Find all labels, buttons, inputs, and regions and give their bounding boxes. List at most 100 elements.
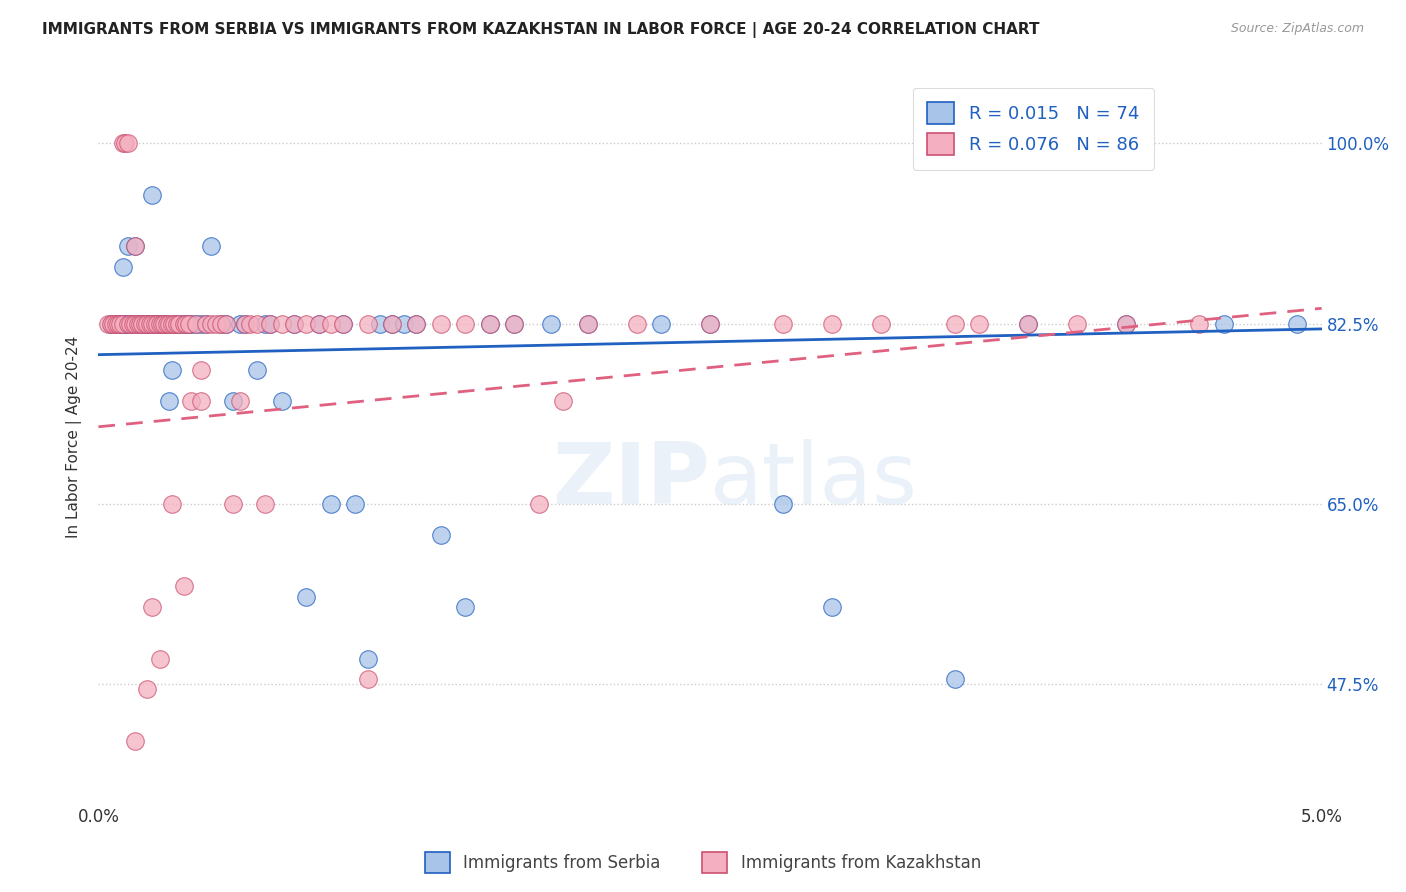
Point — [160, 363, 183, 377]
Point — [111, 317, 134, 331]
Point — [699, 317, 721, 331]
Point — [111, 136, 134, 151]
Point — [233, 317, 256, 331]
Point — [150, 317, 173, 331]
Point — [283, 317, 305, 331]
Point — [200, 317, 222, 331]
Point — [222, 497, 245, 511]
Point — [209, 317, 232, 331]
Point — [540, 317, 562, 331]
Point — [157, 394, 180, 409]
Point — [163, 317, 186, 331]
Point — [127, 317, 149, 331]
Point — [110, 317, 132, 331]
Y-axis label: In Labor Force | Age 20-24: In Labor Force | Age 20-24 — [66, 336, 83, 538]
Point — [136, 682, 159, 697]
Point — [167, 317, 190, 331]
Point — [503, 317, 526, 331]
Point — [195, 317, 218, 331]
Point — [381, 317, 404, 331]
Point — [392, 317, 416, 331]
Point — [381, 317, 404, 331]
Point — [222, 394, 245, 409]
Point — [153, 317, 176, 331]
Point — [177, 317, 200, 331]
Point — [319, 317, 342, 331]
Point — [821, 600, 844, 615]
Point — [650, 317, 672, 331]
Point — [166, 317, 188, 331]
Point — [503, 317, 526, 331]
Point — [104, 317, 127, 331]
Point — [141, 317, 163, 331]
Text: Source: ZipAtlas.com: Source: ZipAtlas.com — [1230, 22, 1364, 36]
Point — [157, 317, 180, 331]
Legend: Immigrants from Serbia, Immigrants from Kazakhstan: Immigrants from Serbia, Immigrants from … — [419, 846, 987, 880]
Point — [576, 317, 599, 331]
Point — [190, 394, 212, 409]
Point — [405, 317, 427, 331]
Point — [186, 317, 208, 331]
Point — [229, 317, 252, 331]
Point — [124, 317, 146, 331]
Point — [139, 317, 162, 331]
Point — [114, 317, 136, 331]
Legend: R = 0.015   N = 74, R = 0.076   N = 86: R = 0.015 N = 74, R = 0.076 N = 86 — [912, 87, 1153, 169]
Point — [430, 317, 453, 331]
Point — [214, 317, 236, 331]
Point — [319, 497, 342, 511]
Point — [772, 497, 794, 511]
Point — [259, 317, 281, 331]
Point — [478, 317, 501, 331]
Point — [176, 317, 198, 331]
Point — [107, 317, 129, 331]
Point — [121, 317, 143, 331]
Point — [107, 317, 129, 331]
Point — [626, 317, 648, 331]
Point — [131, 317, 153, 331]
Point — [163, 317, 186, 331]
Point — [120, 317, 142, 331]
Point — [129, 317, 152, 331]
Point — [141, 188, 163, 202]
Point — [200, 239, 222, 253]
Point — [356, 651, 378, 665]
Point — [1017, 317, 1039, 331]
Point — [1017, 317, 1039, 331]
Point — [143, 317, 166, 331]
Point — [205, 317, 228, 331]
Point — [156, 317, 179, 331]
Point — [283, 317, 305, 331]
Point — [111, 260, 134, 274]
Text: IMMIGRANTS FROM SERBIA VS IMMIGRANTS FROM KAZAKHSTAN IN LABOR FORCE | AGE 20-24 : IMMIGRANTS FROM SERBIA VS IMMIGRANTS FRO… — [42, 22, 1039, 38]
Point — [1066, 317, 1088, 331]
Point — [233, 317, 256, 331]
Point — [246, 363, 269, 377]
Point — [149, 651, 172, 665]
Point — [308, 317, 330, 331]
Point — [344, 497, 367, 511]
Point — [1212, 317, 1234, 331]
Point — [1286, 317, 1309, 331]
Point — [454, 317, 477, 331]
Point — [943, 317, 966, 331]
Point — [576, 317, 599, 331]
Point — [117, 136, 139, 151]
Point — [405, 317, 427, 331]
Point — [356, 672, 378, 686]
Point — [156, 317, 179, 331]
Point — [141, 600, 163, 615]
Point — [967, 136, 990, 151]
Point — [149, 317, 172, 331]
Point — [143, 317, 166, 331]
Point — [332, 317, 354, 331]
Point — [478, 317, 501, 331]
Point — [270, 394, 294, 409]
Point — [146, 317, 169, 331]
Point — [120, 317, 142, 331]
Point — [117, 317, 139, 331]
Point — [134, 317, 156, 331]
Point — [180, 394, 202, 409]
Point — [160, 317, 183, 331]
Point — [870, 317, 893, 331]
